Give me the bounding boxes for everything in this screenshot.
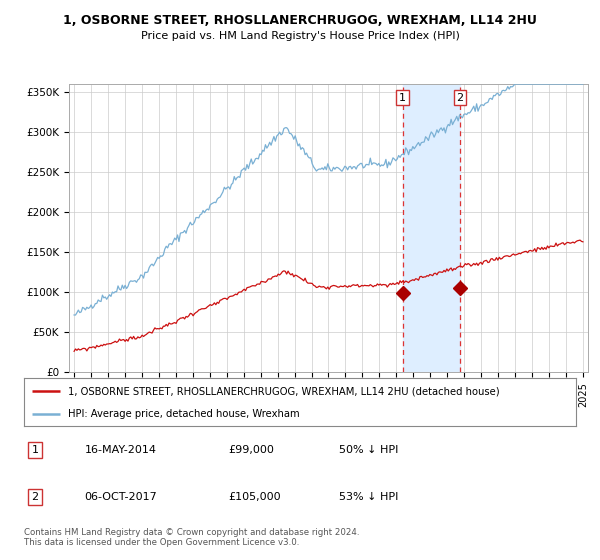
Text: Price paid vs. HM Land Registry's House Price Index (HPI): Price paid vs. HM Land Registry's House … (140, 31, 460, 41)
Text: 06-OCT-2017: 06-OCT-2017 (85, 492, 157, 502)
Text: £105,000: £105,000 (228, 492, 281, 502)
Text: 50% ↓ HPI: 50% ↓ HPI (338, 445, 398, 455)
Text: 1: 1 (399, 92, 406, 102)
Text: 1, OSBORNE STREET, RHOSLLANERCHRUGOG, WREXHAM, LL14 2HU: 1, OSBORNE STREET, RHOSLLANERCHRUGOG, WR… (63, 14, 537, 27)
Text: 2: 2 (457, 92, 464, 102)
Bar (403, 84, 460, 372)
Text: 1: 1 (32, 445, 38, 455)
Text: £99,000: £99,000 (228, 445, 274, 455)
Text: 1, OSBORNE STREET, RHOSLLANERCHRUGOG, WREXHAM, LL14 2HU (detached house): 1, OSBORNE STREET, RHOSLLANERCHRUGOG, WR… (68, 386, 500, 396)
Text: 2: 2 (31, 492, 38, 502)
Text: 53% ↓ HPI: 53% ↓ HPI (338, 492, 398, 502)
Text: HPI: Average price, detached house, Wrexham: HPI: Average price, detached house, Wrex… (68, 409, 300, 419)
Text: Contains HM Land Registry data © Crown copyright and database right 2024.
This d: Contains HM Land Registry data © Crown c… (24, 528, 359, 547)
Text: 16-MAY-2014: 16-MAY-2014 (85, 445, 157, 455)
